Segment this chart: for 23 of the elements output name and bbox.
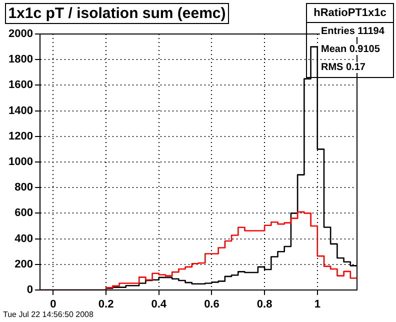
y-tick-label: 600 [14,207,33,220]
annotation: Mean 0.9105 [320,44,381,55]
x-tick-label: 0 [50,298,56,311]
x-tick-label: 0.2 [98,298,114,311]
text: Tue Jul 22 14:56:50 2008 [3,310,94,319]
y-tick-label: 1200 [8,130,33,142]
y-tick-label: 200 [14,258,33,270]
x-tick-label: 0.4 [151,298,168,311]
text: hRatioPT1x1c [312,7,388,19]
y-tick-label: 400 [14,232,33,245]
y-tick-label: 0 [26,284,33,296]
y-tick-label: 1600 [8,79,33,92]
y-tick-label: 1400 [8,104,33,117]
y-tick-label: 1000 [8,156,33,168]
y-tick-label: 800 [14,182,33,194]
x-tick-label: 1 [314,298,320,311]
chart-title: 1x1c pT / isolation sum (eemc) [5,3,229,24]
annotation: Entries 11194 [320,26,386,37]
x-tick-label: 0.6 [204,298,220,311]
y-tick-label: 2000 [8,28,33,40]
y-tick-label: 1800 [8,54,33,66]
x-tick-label: 0.8 [256,298,272,311]
annotation: RMS 0.17 [320,62,366,73]
